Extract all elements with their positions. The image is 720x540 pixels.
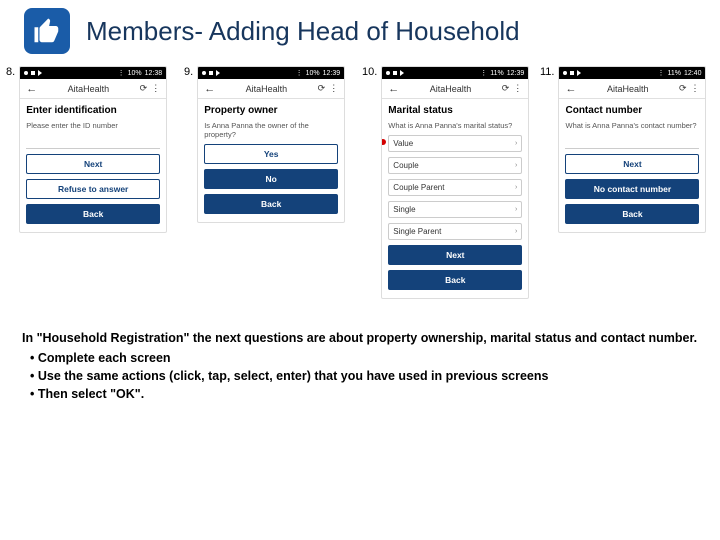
logo-badge [24, 8, 70, 54]
chevron-right-icon: › [515, 162, 517, 169]
app-bar: ← AitaHealth ⟳ ⋮ [198, 79, 344, 99]
screen-subtext: What is Anna Panna's marital status? [388, 121, 522, 130]
dropdown-option[interactable]: Value› [388, 135, 522, 152]
screen-heading: Property owner [204, 105, 338, 116]
wifi-icon: ⋮ [657, 69, 664, 77]
instructions-block: In "Household Registration" the next que… [0, 299, 720, 404]
chevron-right-icon: › [515, 206, 517, 213]
screen-subtext: Is Anna Panna the owner of the property? [204, 121, 338, 139]
app-title: AitaHealth [580, 84, 674, 94]
slide-header: Members- Adding Head of Household [0, 0, 720, 58]
phone-col-11: 11. ⋮11%12:40 ← AitaHealth ⟳ ⋮ Contact n… [540, 66, 714, 299]
id-number-input[interactable] [26, 135, 160, 149]
screen-subtext: Please enter the ID number [26, 121, 160, 130]
dropdown-option[interactable]: Couple› [388, 157, 522, 174]
phone-mockups-row: 8. ⋮10%12:38 ← AitaHealth ⟳ ⋮ Enter iden… [0, 58, 720, 299]
page-title: Members- Adding Head of Household [86, 16, 520, 47]
android-statusbar: ⋮11%12:40 [559, 67, 705, 79]
instructions-lead: In "Household Registration" the next que… [22, 329, 698, 347]
app-bar: ← AitaHealth ⟳ ⋮ [382, 79, 528, 99]
refuse-button[interactable]: Refuse to answer [26, 179, 160, 199]
step-number: 11. [540, 66, 554, 78]
back-arrow-icon[interactable]: ← [565, 83, 576, 95]
instruction-bullet: Use the same actions (click, tap, select… [30, 367, 698, 385]
dropdown-option[interactable]: Single› [388, 201, 522, 218]
phone-mockup: ⋮11%12:39 ← AitaHealth ⟳ ⋮ Marital statu… [381, 66, 529, 299]
kebab-menu-icon[interactable]: ⋮ [513, 83, 522, 94]
next-button[interactable]: Next [388, 245, 522, 265]
no-contact-button[interactable]: No contact number [565, 179, 699, 199]
back-button[interactable]: Back [26, 204, 160, 224]
app-bar: ← AitaHealth ⟳ ⋮ [559, 79, 705, 99]
phone-col-10: 10. ⋮11%12:39 ← AitaHealth ⟳ ⋮ Marital s… [362, 66, 536, 299]
chevron-right-icon: › [515, 228, 517, 235]
phone-mockup: ⋮10%12:38 ← AitaHealth ⟳ ⋮ Enter identif… [19, 66, 167, 233]
phone-col-8: 8. ⋮10%12:38 ← AitaHealth ⟳ ⋮ Enter iden… [6, 66, 180, 299]
android-statusbar: ⋮10%12:39 [198, 67, 344, 79]
app-title: AitaHealth [41, 84, 135, 94]
back-arrow-icon[interactable]: ← [26, 83, 37, 95]
sync-icon[interactable]: ⟳ [502, 83, 510, 94]
back-arrow-icon[interactable]: ← [388, 83, 399, 95]
required-dot-icon [381, 139, 386, 145]
dropdown-option[interactable]: Single Parent› [388, 223, 522, 240]
back-button[interactable]: Back [388, 270, 522, 290]
android-statusbar: ⋮11%12:39 [382, 67, 528, 79]
android-statusbar: ⋮10%12:38 [20, 67, 166, 79]
step-number: 8. [6, 66, 15, 78]
screen-subtext: What is Anna Panna's contact number? [565, 121, 699, 130]
instruction-bullet: Complete each screen [30, 349, 698, 367]
dropdown-option[interactable]: Couple Parent› [388, 179, 522, 196]
phone-mockup: ⋮11%12:40 ← AitaHealth ⟳ ⋮ Contact numbe… [558, 66, 706, 233]
no-button[interactable]: No [204, 169, 338, 189]
chevron-right-icon: › [515, 184, 517, 191]
kebab-menu-icon[interactable]: ⋮ [151, 83, 160, 94]
sync-icon[interactable]: ⟳ [140, 83, 148, 94]
step-number: 10. [362, 66, 377, 78]
phone-mockup: ⋮10%12:39 ← AitaHealth ⟳ ⋮ Property owne… [197, 66, 345, 223]
yes-button[interactable]: Yes [204, 144, 338, 164]
app-title: AitaHealth [403, 84, 497, 94]
thumbs-up-icon [32, 16, 62, 46]
next-button[interactable]: Next [26, 154, 160, 174]
kebab-menu-icon[interactable]: ⋮ [690, 83, 699, 94]
screen-heading: Marital status [388, 105, 522, 116]
step-number: 9. [184, 66, 193, 78]
app-bar: ← AitaHealth ⟳ ⋮ [20, 79, 166, 99]
instruction-bullet: Then select "OK". [30, 385, 698, 403]
screen-heading: Contact number [565, 105, 699, 116]
sync-icon[interactable]: ⟳ [679, 83, 687, 94]
sync-icon[interactable]: ⟳ [318, 83, 326, 94]
back-button[interactable]: Back [565, 204, 699, 224]
phone-col-9: 9. ⋮10%12:39 ← AitaHealth ⟳ ⋮ Property o… [184, 66, 358, 299]
next-button[interactable]: Next [565, 154, 699, 174]
wifi-icon: ⋮ [296, 69, 303, 77]
wifi-icon: ⋮ [480, 69, 487, 77]
kebab-menu-icon[interactable]: ⋮ [329, 83, 338, 94]
back-button[interactable]: Back [204, 194, 338, 214]
chevron-right-icon: › [515, 140, 517, 147]
app-title: AitaHealth [219, 84, 313, 94]
back-arrow-icon[interactable]: ← [204, 83, 215, 95]
contact-number-input[interactable] [565, 135, 699, 149]
wifi-icon: ⋮ [118, 69, 125, 77]
screen-heading: Enter identification [26, 105, 160, 116]
